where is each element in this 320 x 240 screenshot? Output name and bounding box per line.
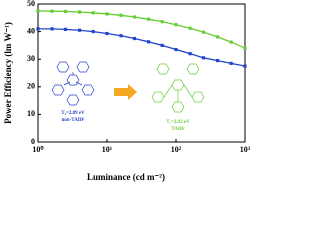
- point-marker: [215, 35, 220, 39]
- point-marker: [77, 10, 82, 14]
- point-marker: [201, 56, 206, 60]
- series-line: [38, 28, 246, 67]
- point-marker: [105, 12, 109, 16]
- point-marker: [188, 52, 192, 56]
- y-axis-label: Power Efficiency (lm W⁻¹): [3, 22, 13, 124]
- annotation: non-TADF: [62, 118, 85, 123]
- point-marker: [105, 31, 109, 36]
- point-marker: [50, 9, 54, 13]
- point-marker: [63, 9, 68, 14]
- x-tick-label: 10¹: [102, 145, 113, 154]
- y-tick-label: 20: [27, 82, 35, 91]
- point-marker: [132, 15, 137, 19]
- annotation: T₁=2.89 eV: [61, 111, 85, 116]
- point-marker: [229, 40, 233, 44]
- point-marker: [146, 40, 151, 44]
- point-marker: [50, 27, 54, 31]
- plot-frame: [37, 3, 246, 143]
- point-marker: [174, 47, 178, 52]
- point-marker: [146, 17, 151, 21]
- y-tick-label: 40: [27, 26, 35, 35]
- y-tick-label: 10: [27, 109, 35, 118]
- point-marker: [174, 23, 178, 27]
- x-tick-label: 10³: [240, 145, 251, 154]
- x-tick-label: 10²: [171, 145, 182, 154]
- point-marker: [215, 58, 220, 63]
- y-tick-label: 0: [31, 137, 35, 146]
- inset-right: [151, 63, 205, 113]
- point-marker: [119, 34, 123, 38]
- point-marker: [243, 46, 247, 50]
- annotation: TADF: [171, 127, 184, 132]
- arrow: [114, 84, 137, 100]
- series-line: [37, 10, 246, 49]
- point-marker: [36, 27, 40, 31]
- point-marker: [63, 27, 68, 31]
- annotation: T₁=2.92 eV: [166, 120, 190, 125]
- x-axis-label: Luminance (cd m⁻²): [87, 172, 165, 182]
- point-marker: [243, 64, 247, 68]
- point-marker: [36, 9, 40, 13]
- point-marker: [160, 43, 164, 47]
- point-marker: [201, 30, 206, 34]
- point-marker: [119, 13, 123, 17]
- point-marker: [77, 28, 82, 32]
- chart: Luminance (cd m⁻²) Power Efficiency (lm …: [3, 0, 251, 182]
- point-marker: [229, 61, 233, 65]
- y-tick-label: 30: [27, 54, 35, 63]
- point-marker: [91, 30, 95, 34]
- point-marker: [188, 26, 192, 30]
- point-marker: [132, 36, 137, 41]
- inset-left: [51, 61, 95, 106]
- point-marker: [91, 11, 95, 15]
- y-tick-label: 50: [27, 0, 35, 8]
- point-marker: [160, 20, 164, 24]
- x-tick-label: 10⁰: [32, 145, 44, 154]
